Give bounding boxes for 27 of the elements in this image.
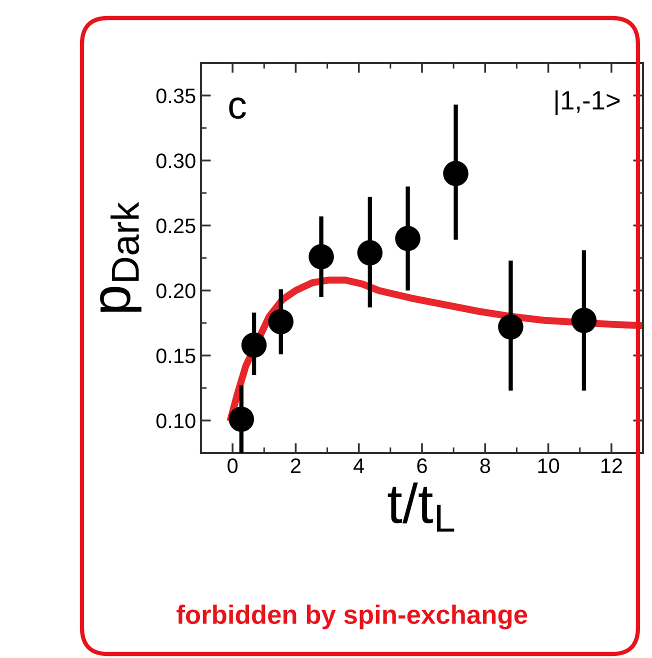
x-tick-label: 2	[290, 458, 300, 473]
point	[308, 244, 334, 270]
x-tick-label: 12	[601, 458, 622, 473]
y-tick-label: 0.25	[156, 218, 196, 234]
y-tick-label: 0.15	[156, 348, 196, 364]
y-axis-title: p$_{Dark}$	[100, 202, 142, 312]
x-tick-label: 8	[480, 458, 490, 474]
point	[228, 406, 254, 432]
annotation: c	[229, 98, 246, 119]
point	[268, 309, 294, 334]
x-tick-label: 4	[354, 458, 364, 473]
point	[571, 308, 597, 334]
text: forbidden by spin-exchange	[176, 604, 528, 630]
x-tick-label: 0	[228, 458, 238, 474]
point	[443, 160, 468, 186]
y-tick-label: 0.10	[156, 414, 196, 428]
y-tick-label: 0.30	[156, 154, 196, 168]
point	[498, 314, 524, 340]
point	[357, 240, 383, 266]
point	[241, 332, 267, 358]
y-tick-label: 0.20	[156, 284, 196, 298]
annotation: |1,-1>	[556, 90, 620, 116]
x-tick-label: 10	[538, 458, 560, 474]
x-tick-label: 6	[417, 458, 427, 474]
point	[395, 226, 420, 252]
y-tick-label: 0.35	[156, 88, 196, 104]
x-axis-title: t/t$_{L}$	[388, 482, 454, 532]
